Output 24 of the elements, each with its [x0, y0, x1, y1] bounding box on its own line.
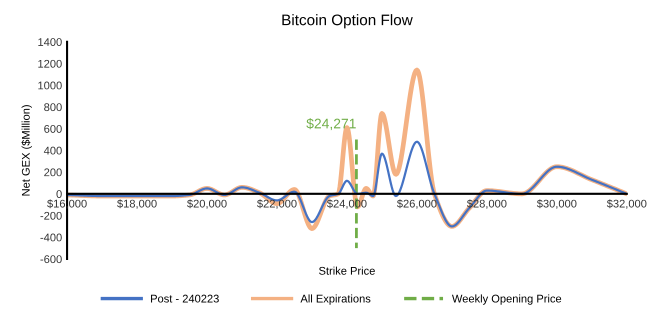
- y-tick-label: 200: [44, 168, 62, 176]
- legend-label: Post - 240223: [151, 294, 219, 303]
- x-tick-label: $20,000: [187, 199, 227, 209]
- y-tick-label: 0: [56, 190, 62, 198]
- legend-label: Weekly Opening Price: [452, 294, 562, 305]
- y-axis-title: Net GEX ($Million): [21, 105, 32, 196]
- x-tick-label: $32,000: [606, 199, 646, 209]
- y-tick-label: -200: [40, 212, 62, 220]
- y-tick-label: -400: [40, 234, 62, 242]
- y-tick-label: 800: [44, 103, 62, 112]
- annotation: $24,271: [306, 118, 356, 130]
- y-tick-label: 600: [44, 124, 62, 133]
- x-tick-label: $26,000: [396, 199, 437, 209]
- x-axis-title: Strike Price: [319, 266, 375, 275]
- y-tick-label: 1400: [38, 38, 62, 46]
- y-tick-label: 1200: [38, 60, 62, 68]
- y-tick-label: 1000: [38, 82, 62, 90]
- chart-title: Bitcoin Option Flow: [282, 14, 413, 28]
- y-tick-label: 400: [44, 146, 62, 155]
- y-tick-label: -600: [40, 255, 62, 264]
- x-tick-label: $30,000: [536, 199, 576, 209]
- x-tick-label: $18,000: [117, 199, 157, 209]
- x-tick-label: $22,000: [257, 199, 297, 209]
- legend-label: All Expirations: [300, 294, 370, 305]
